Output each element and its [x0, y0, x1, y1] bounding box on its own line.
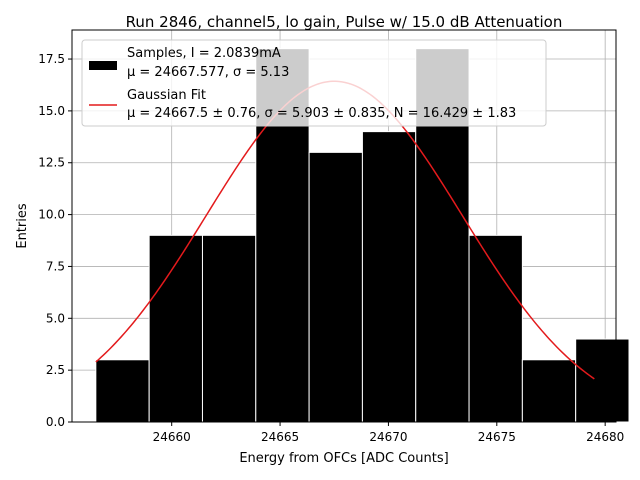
histogram-bar-0: [95, 359, 150, 423]
y-tick-label-0: 0.0: [46, 415, 65, 429]
plot-frame: [71, 29, 617, 423]
y-axis-label: Entries: [15, 203, 30, 249]
legend-box: [81, 39, 547, 127]
legend: Samples, I = 2.0839mA μ = 24667.577, σ =…: [81, 39, 547, 127]
histogram-bar-4: [308, 151, 363, 423]
x-tick-label-0: 24660: [153, 430, 191, 444]
chart-title: Run 2846, channel5, lo gain, Pulse w/ 15…: [126, 13, 563, 31]
histogram-bar-2: [201, 234, 257, 423]
y-tick-label-5: 12.5: [38, 156, 65, 170]
histogram-bar-5: [361, 131, 417, 423]
x-tick-label-3: 24675: [478, 430, 516, 444]
y-tick-label-3: 7.5: [46, 259, 65, 273]
legend-fit-label: Gaussian Fit: [127, 88, 206, 103]
legend-samples-label: Samples, I = 2.0839mA: [127, 46, 281, 61]
x-tick-label-1: 24665: [261, 430, 299, 444]
histogram-bar-9: [575, 338, 630, 423]
x-tick-label-2: 24670: [369, 430, 407, 444]
y-tick-label-6: 15.0: [38, 104, 65, 118]
x-axis-ticks: 24660 24665 24670 24675 24680: [153, 422, 624, 444]
y-axis-ticks: 0.0 2.5 5.0 7.5 10.0 12.5 15.0 17.5: [38, 52, 72, 429]
y-tick-label-4: 10.0: [38, 208, 65, 222]
legend-fit-stats: μ = 24667.5 ± 0.76, σ = 5.903 ± 0.835, N…: [127, 106, 516, 121]
y-tick-label-2: 5.0: [46, 311, 65, 325]
legend-samples-stats: μ = 24667.577, σ = 5.13: [127, 65, 289, 80]
histogram-bar-7: [468, 234, 523, 423]
histogram-bar-8: [521, 359, 577, 423]
x-axis-label: Energy from OFCs [ADC Counts]: [239, 451, 448, 466]
legend-swatch-samples: [89, 61, 117, 70]
y-tick-label-7: 17.5: [38, 52, 65, 66]
x-tick-label-4: 24680: [586, 430, 624, 444]
y-tick-label-1: 2.5: [46, 363, 65, 377]
